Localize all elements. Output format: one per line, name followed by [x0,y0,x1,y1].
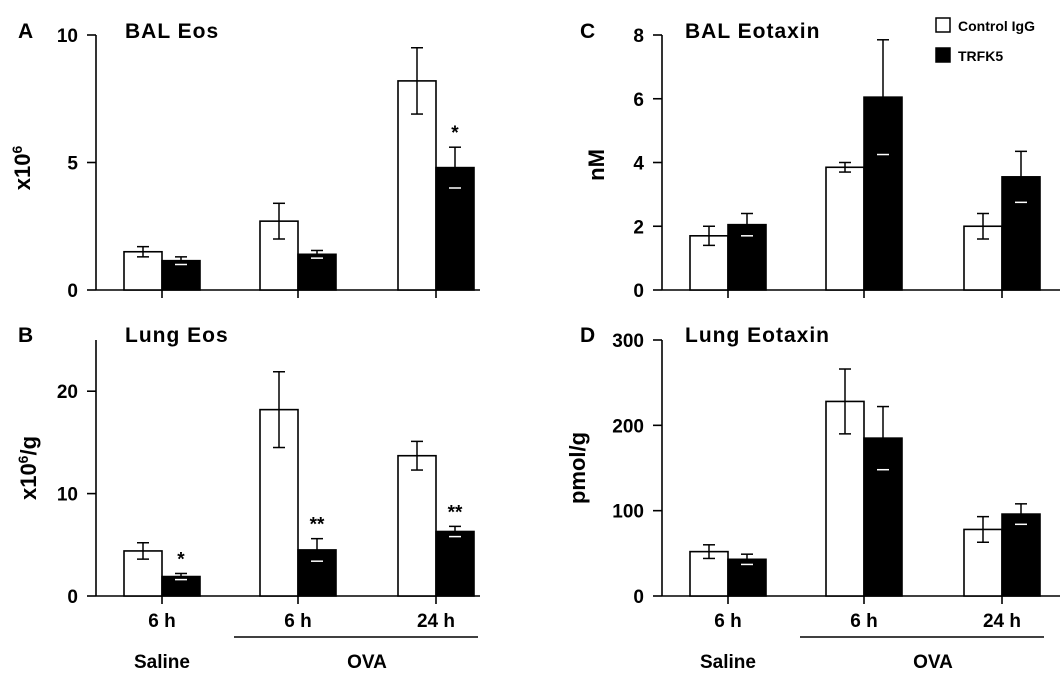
y-tick-label: 100 [612,502,644,523]
bar-trfk5 [161,259,201,291]
x-tick-label: 6 h [850,611,877,632]
y-tick-label: 5 [67,154,78,175]
y-axis-label-sup: 6 [15,455,31,463]
panel-letter: B [18,324,33,347]
bar-trfk5 [1001,176,1041,291]
y-tick-label: 0 [633,281,644,302]
x-group-label: Saline [700,652,756,673]
y-axis-label-base: x10 [16,463,41,500]
panel-letter: C [580,20,595,43]
y-axis-label-base: nM [584,149,609,181]
panel-title: Lung Eos [125,324,229,347]
y-axis-label: x106 [9,146,35,191]
y-axis-label-base: pmol/g [565,432,590,504]
panel-title: Lung Eotaxin [685,324,830,347]
panel-letter: A [18,20,33,43]
y-tick-label: 8 [633,26,644,47]
y-tick-label: 6 [633,90,644,111]
significance-marker: ** [448,502,463,523]
significance-marker: * [177,549,185,570]
panel-a: A BAL Eos x106 0 5 10 * [9,20,480,302]
y-tick-label: 4 [633,154,644,175]
y-tick-label: 20 [57,382,78,403]
bar-trfk5 [435,166,475,291]
x-group-label: Saline [134,652,190,673]
y-tick-label: 0 [67,281,78,302]
y-axis-label: nM [584,149,609,181]
legend-label-trfk5: TRFK5 [958,48,1003,64]
y-axis-label-suffix: /g [16,436,41,456]
x-group-label: OVA [913,652,953,673]
significance-marker: * [451,123,459,144]
x-tick-label: 6 h [148,611,175,632]
y-axis-label-sup: 6 [9,146,25,154]
panel-c: C BAL Eotaxin nM 0 2 4 6 8 [580,20,1060,302]
significance-marker: ** [310,515,325,536]
x-group-label: OVA [347,652,387,673]
y-axis-label-base: x10 [10,154,35,191]
y-tick-label: 0 [633,587,644,608]
y-tick-label: 2 [633,217,644,238]
y-tick-label: 200 [612,416,644,437]
bar-control [397,454,437,597]
bar-trfk5 [297,253,337,291]
y-tick-label: 0 [67,587,78,608]
x-tick-label: 6 h [284,611,311,632]
panel-d: D Lung Eotaxin pmol/g 0 100 200 300 6 h 6 h 24 h S… [565,324,1060,673]
panel-title: BAL Eotaxin [685,20,820,43]
panel-title: BAL Eos [125,20,219,43]
bar-control [123,250,163,291]
legend-swatch-control [935,17,951,33]
panel-letter: D [580,324,595,347]
legend: Control IgG TRFK5 [935,17,1035,64]
y-axis-label: pmol/g [565,432,590,504]
y-tick-label: 300 [612,331,644,352]
y-axis-label: x106/g [15,436,41,500]
y-tick-label: 10 [57,26,78,47]
y-tick-label: 10 [57,485,78,506]
x-tick-label: 24 h [417,611,455,632]
bar-trfk5 [435,530,475,597]
legend-label-control: Control IgG [958,18,1035,34]
bar-control [825,166,865,291]
x-tick-label: 6 h [714,611,741,632]
x-tick-label: 24 h [983,611,1021,632]
bar-trfk5 [1001,513,1041,597]
legend-swatch-trfk5 [935,47,951,63]
